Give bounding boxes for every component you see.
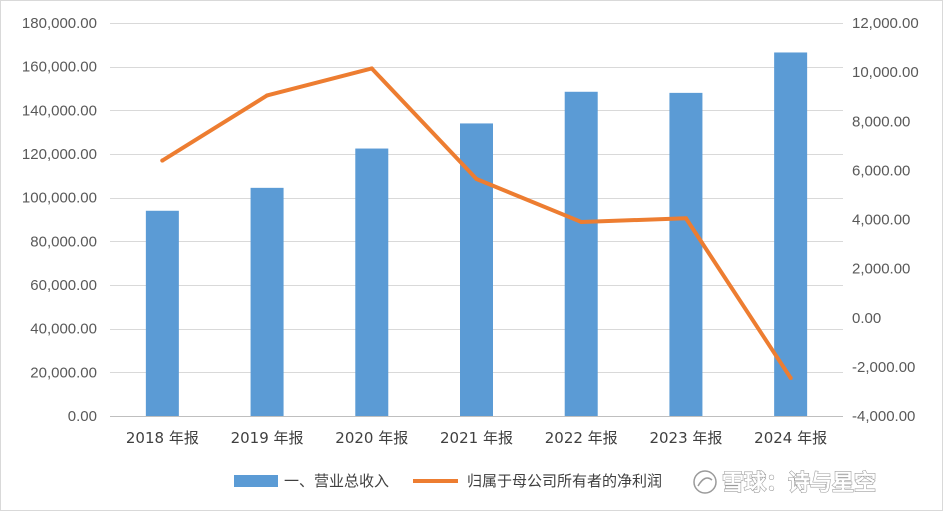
category-label: 2023 年报 bbox=[649, 429, 722, 447]
net-profit-point bbox=[160, 158, 165, 163]
revenue-bar bbox=[774, 52, 808, 416]
legend-label-net-profit: 归属于母公司所有者的净利润 bbox=[467, 472, 662, 490]
watermark-text: 雪球：诗与星空 bbox=[722, 470, 876, 496]
right-axis-tick-label: 8,000.00 bbox=[852, 113, 910, 130]
snowball-logo-swirl bbox=[697, 477, 713, 487]
revenue-bar bbox=[145, 210, 179, 416]
right-axis-tick-label: 12,000.00 bbox=[852, 15, 919, 32]
category-label: 2020 年报 bbox=[335, 429, 408, 447]
revenue-bar bbox=[669, 92, 703, 416]
net-profit-point bbox=[474, 176, 479, 181]
left-axis-tick-label: 0.00 bbox=[68, 408, 97, 425]
right-axis-tick-label: 6,000.00 bbox=[852, 162, 910, 179]
category-label: 2019 年报 bbox=[231, 429, 304, 447]
snowball-logo-icon bbox=[693, 470, 717, 494]
net-profit-point bbox=[265, 93, 270, 98]
revenue-bar bbox=[355, 148, 389, 416]
left-axis-tick-label: 80,000.00 bbox=[30, 233, 97, 250]
right-axis-tick-label: -4,000.00 bbox=[852, 408, 915, 425]
category-labels: 2018 年报 2019 年报 2020 年报 2021 年报 2022 年报 2023 … bbox=[126, 429, 827, 447]
left-axis-tick-label: 120,000.00 bbox=[22, 146, 97, 163]
gridlines bbox=[110, 23, 843, 417]
right-axis-tick-label: 2,000.00 bbox=[852, 261, 910, 278]
left-axis-ticks: 0.00 20,000.00 40,000.00 60,000.00 80,000.00… bbox=[22, 15, 97, 425]
legend-label-revenue: 一、营业总收入 bbox=[284, 472, 389, 490]
net-profit-point bbox=[683, 216, 688, 221]
left-axis-tick-label: 60,000.00 bbox=[30, 277, 97, 294]
right-axis-tick-label: 4,000.00 bbox=[852, 212, 910, 229]
category-label: 2022 年报 bbox=[545, 429, 618, 447]
left-axis-tick-label: 100,000.00 bbox=[22, 190, 97, 207]
right-axis-ticks: -4,000.00 -2,000.00 0.00 2,000.00 4,000.00 6,… bbox=[852, 15, 919, 425]
right-axis-tick-label: -2,000.00 bbox=[852, 359, 915, 376]
left-axis-tick-label: 180,000.00 bbox=[22, 15, 97, 32]
category-label: 2024 年报 bbox=[754, 429, 827, 447]
net-profit-line bbox=[160, 66, 793, 380]
category-label: 2021 年报 bbox=[440, 429, 513, 447]
watermark: 雪球：诗与星空 bbox=[693, 469, 877, 497]
left-axis-tick-label: 160,000.00 bbox=[22, 59, 97, 76]
right-axis-tick-label: 0.00 bbox=[852, 310, 881, 327]
left-axis-tick-label: 140,000.00 bbox=[22, 102, 97, 119]
net-profit-point bbox=[369, 66, 374, 71]
left-axis-tick-label: 20,000.00 bbox=[30, 364, 97, 381]
category-label: 2018 年报 bbox=[126, 429, 199, 447]
legend: 一、营业总收入 归属于母公司所有者的净利润 bbox=[234, 472, 662, 490]
revenue-bar bbox=[564, 91, 598, 417]
legend-swatch-revenue bbox=[234, 475, 278, 487]
revenue-bars bbox=[145, 52, 808, 417]
revenue-bar bbox=[250, 187, 284, 416]
left-axis-tick-label: 40,000.00 bbox=[30, 321, 97, 338]
revenue-bar bbox=[460, 123, 493, 416]
right-axis-tick-label: 10,000.00 bbox=[852, 64, 919, 81]
net-profit-point bbox=[579, 219, 584, 224]
net-profit-point bbox=[788, 375, 793, 380]
